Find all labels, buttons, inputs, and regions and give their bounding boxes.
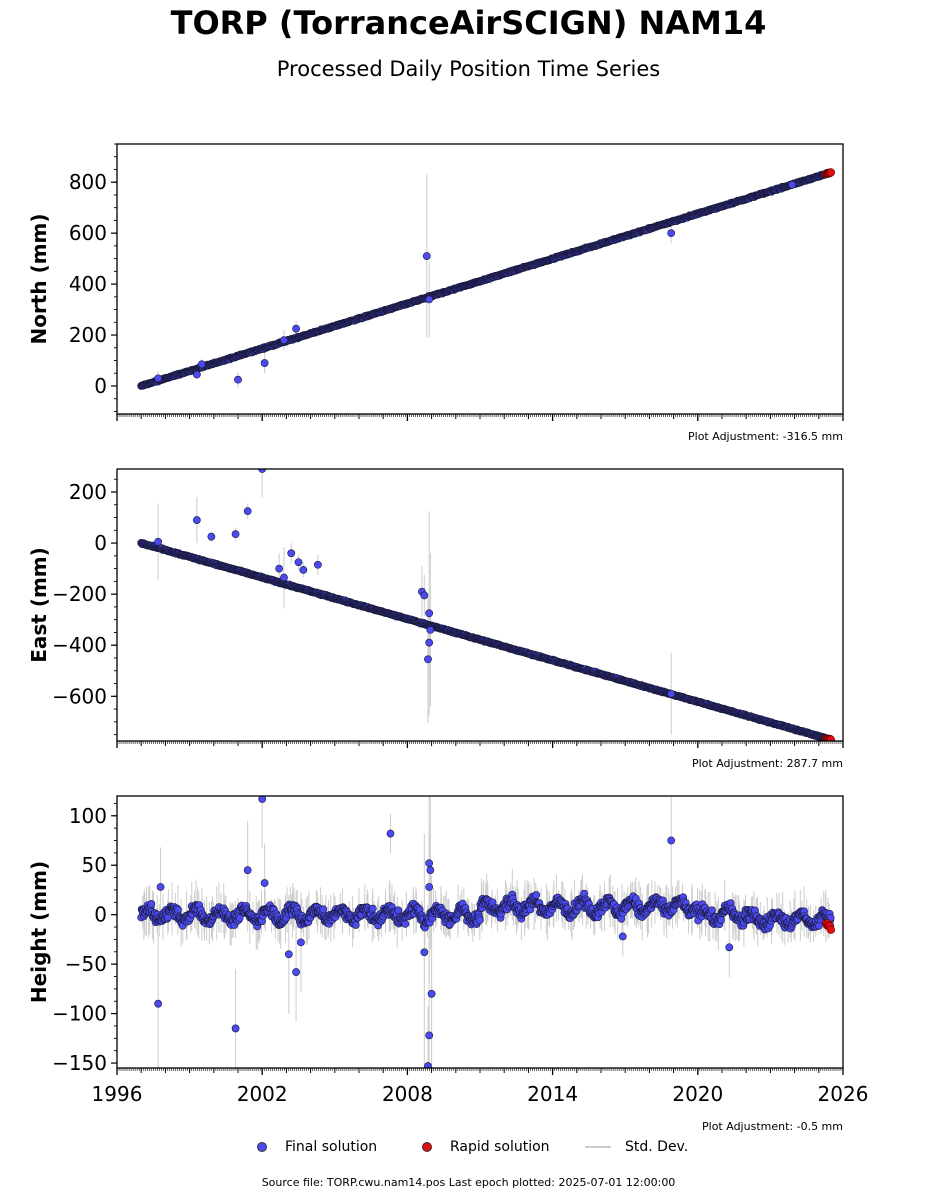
final-point-outlier <box>207 532 216 541</box>
panel-0: 0 200 400 600 800 North (mm) Plot Adjustment: … <box>27 143 844 443</box>
final-point-outlier <box>425 609 434 618</box>
plot-area-1 <box>137 469 835 741</box>
page-title: TORP (TorranceAirSCIGN) NAM14 <box>170 4 767 42</box>
rapid-points-1 <box>821 734 835 741</box>
y-axis-label: East (mm) <box>27 547 51 663</box>
final-point-outlier <box>667 689 676 698</box>
rapid-points-0 <box>821 168 836 179</box>
final-point-outlier <box>425 638 434 647</box>
final-point-outlier <box>243 507 252 516</box>
plot-adjustment-label: Plot Adjustment: -316.5 mm <box>688 430 843 443</box>
final-point-outlier <box>788 180 797 189</box>
y-tick-label: 200 <box>69 480 107 504</box>
final-point-outlier <box>275 564 284 573</box>
final-point-outlier <box>422 252 431 260</box>
final-point-outlier <box>299 565 308 574</box>
final-point-outlier <box>197 360 206 369</box>
final-point-outlier <box>231 530 240 539</box>
final-point-outlier <box>154 374 163 383</box>
final-point-outlier <box>294 558 303 567</box>
std-dev-bars-1 <box>142 469 831 741</box>
final-point-outlier <box>258 469 267 473</box>
final-point-outlier <box>234 375 242 384</box>
y-tick-label: 0 <box>94 531 107 555</box>
final-points-1 <box>137 469 835 741</box>
plot-frame-1 <box>116 468 844 742</box>
final-points-0 <box>137 168 835 390</box>
x-axis-0 <box>116 414 844 421</box>
final-point-outlier <box>287 549 296 558</box>
final-point <box>174 905 182 914</box>
final-point <box>163 913 172 922</box>
y-tick-label: 600 <box>69 221 107 245</box>
final-point-outlier <box>192 516 201 524</box>
final-points-2 <box>137 796 835 1068</box>
final-point-outlier <box>280 573 288 582</box>
final-point-outlier <box>420 591 429 600</box>
y-axis-label: North (mm) <box>27 213 51 344</box>
final-point-outlier <box>313 560 322 569</box>
y-tick-label: 400 <box>69 272 107 296</box>
final-point <box>147 900 156 908</box>
final-point <box>235 914 244 923</box>
y-tick-label: 0 <box>94 374 107 398</box>
y-axis-0: 0 200 400 600 800 <box>69 143 117 412</box>
final-point-outlier <box>426 626 435 634</box>
y-tick-label: −200 <box>52 582 107 606</box>
y-tick-label: −400 <box>52 633 107 657</box>
final-point-outlier <box>192 370 201 379</box>
page-subtitle: Processed Daily Position Time Series <box>276 57 661 81</box>
final-point <box>351 921 360 929</box>
plot-adjustment-label: Plot Adjustment: 287.7 mm <box>692 757 843 770</box>
plot-area-0 <box>137 168 836 390</box>
rapid-point <box>826 735 835 741</box>
rapid-point <box>826 168 836 177</box>
final-point-outlier <box>425 295 434 304</box>
plot-area-2 <box>137 796 836 1068</box>
y-tick-label: 800 <box>69 170 107 194</box>
y-tick-label: 200 <box>69 323 107 347</box>
final-point-outlier <box>667 229 676 238</box>
panel-1: −600 −400 −200 0 200 East (mm) Plot Adjustment… <box>27 468 844 770</box>
final-point-outlier <box>292 324 300 333</box>
final-point <box>319 905 328 914</box>
y-tick-label: −600 <box>52 684 107 708</box>
final-point-outlier <box>260 359 269 367</box>
final-point-outlier <box>280 336 288 345</box>
y-axis-1: −600 −400 −200 0 200 <box>52 478 117 736</box>
final-point-outlier <box>154 537 163 546</box>
x-axis-1 <box>116 741 844 748</box>
final-point-outlier <box>424 655 432 664</box>
